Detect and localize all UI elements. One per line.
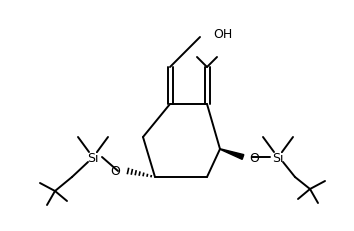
Text: O: O bbox=[110, 165, 120, 178]
Text: O: O bbox=[249, 152, 259, 165]
Text: Si: Si bbox=[272, 151, 284, 164]
Text: Si: Si bbox=[87, 151, 99, 164]
Text: OH: OH bbox=[213, 27, 232, 40]
Polygon shape bbox=[220, 149, 244, 160]
